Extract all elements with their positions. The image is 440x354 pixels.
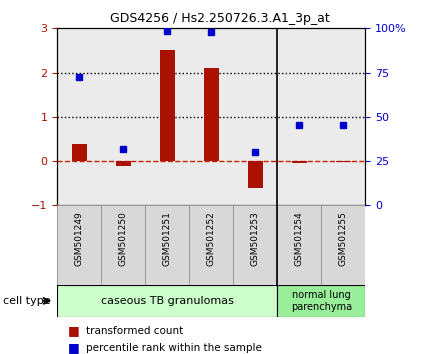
- FancyBboxPatch shape: [233, 205, 277, 285]
- Text: GSM501253: GSM501253: [251, 211, 260, 266]
- Bar: [160, 51, 175, 161]
- Text: ■: ■: [68, 341, 80, 354]
- FancyBboxPatch shape: [321, 205, 365, 285]
- Bar: [248, 161, 263, 188]
- FancyBboxPatch shape: [189, 205, 233, 285]
- Text: GDS4256 / Hs2.250726.3.A1_3p_at: GDS4256 / Hs2.250726.3.A1_3p_at: [110, 12, 330, 25]
- Text: percentile rank within the sample: percentile rank within the sample: [86, 343, 262, 353]
- Bar: [336, 161, 351, 162]
- FancyBboxPatch shape: [145, 205, 189, 285]
- Text: cell type: cell type: [3, 296, 51, 306]
- Bar: [204, 68, 219, 161]
- Text: GSM501254: GSM501254: [295, 211, 304, 266]
- Text: caseous TB granulomas: caseous TB granulomas: [101, 296, 234, 306]
- Text: normal lung
parenchyma: normal lung parenchyma: [291, 290, 352, 312]
- Bar: [116, 161, 131, 166]
- FancyBboxPatch shape: [101, 205, 145, 285]
- Text: ■: ■: [68, 325, 80, 337]
- Bar: [292, 161, 307, 163]
- Text: transformed count: transformed count: [86, 326, 183, 336]
- Text: GSM501255: GSM501255: [339, 211, 348, 266]
- FancyBboxPatch shape: [57, 285, 277, 317]
- Text: GSM501250: GSM501250: [119, 211, 128, 266]
- Text: GSM501249: GSM501249: [75, 211, 84, 266]
- Text: GSM501252: GSM501252: [207, 211, 216, 266]
- Bar: [72, 144, 87, 161]
- FancyBboxPatch shape: [277, 205, 321, 285]
- FancyBboxPatch shape: [57, 205, 101, 285]
- FancyBboxPatch shape: [277, 285, 365, 317]
- Text: GSM501251: GSM501251: [163, 211, 172, 266]
